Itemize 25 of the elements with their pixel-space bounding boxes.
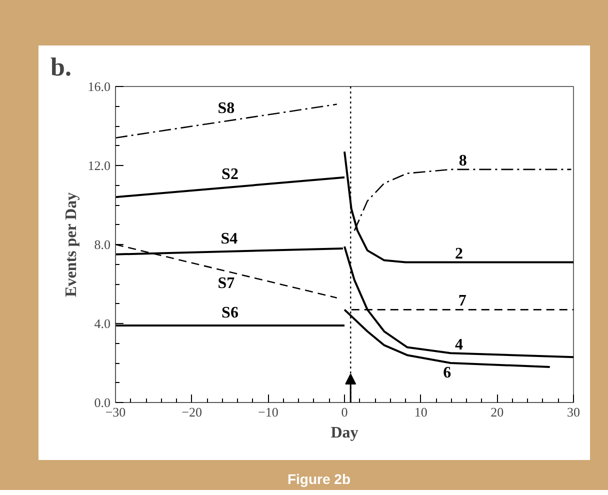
- y-axis-title: Events per Day: [62, 192, 80, 297]
- series-label: S4: [220, 230, 238, 248]
- series-label: 6: [443, 364, 452, 382]
- y-tick-label: 8.0: [94, 237, 110, 252]
- series-label: 8: [458, 152, 467, 170]
- series-label: 4: [455, 336, 463, 354]
- y-tick-label: 0.0: [94, 395, 110, 410]
- chart-title: b.: [50, 52, 72, 82]
- x-tick-label: −20: [182, 404, 202, 420]
- caption: Figure 2b: [287, 470, 350, 489]
- x-tick-label: 0: [341, 404, 348, 420]
- series-label: 7: [458, 292, 466, 310]
- y-tick-label: 4.0: [94, 316, 110, 331]
- x-axis-title: Day: [330, 424, 358, 442]
- series-label: 2: [455, 245, 463, 262]
- y-tick-label: 12.0: [88, 158, 110, 173]
- x-tick-label: 10: [414, 404, 428, 420]
- series-label: S8: [218, 100, 235, 118]
- series-label: S7: [218, 275, 235, 292]
- series-label: S6: [222, 304, 238, 322]
- y-tick-label: 16.0: [88, 79, 110, 94]
- x-tick-label: 20: [490, 404, 504, 420]
- x-tick-label: −10: [258, 404, 278, 420]
- series-label: S2: [222, 166, 238, 184]
- x-tick-label: 30: [567, 404, 580, 420]
